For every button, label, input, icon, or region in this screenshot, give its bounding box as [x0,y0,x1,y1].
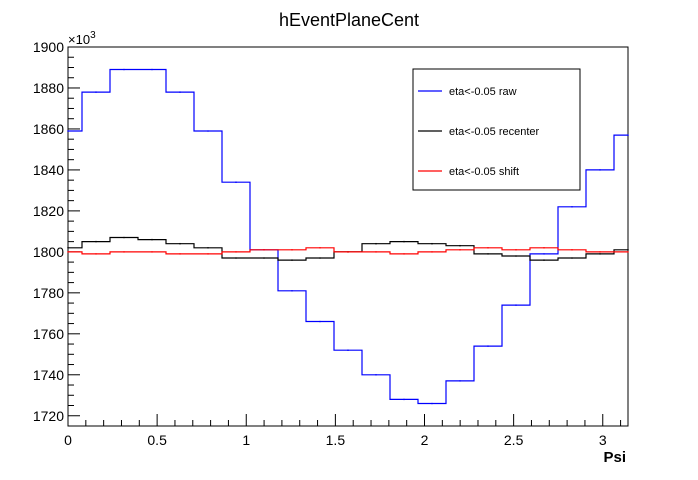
plot-frame [67,46,629,427]
data-point [235,257,237,259]
x-tick-label: 2 [421,432,429,448]
data-point [403,398,405,401]
series-line-1 [68,236,628,261]
data-point [543,259,545,261]
data-point [291,259,293,261]
y-tick-label: 1880 [33,80,64,96]
data-point [431,402,433,405]
data-point [515,249,517,251]
data-point [67,251,69,253]
data-point [179,253,181,255]
data-point [459,249,461,251]
data-point [151,238,153,241]
data-point [599,169,601,171]
data-point [627,249,629,251]
y-tick-label: 1860 [33,121,64,137]
x-tick-label: 3 [599,432,607,448]
data-point [263,257,265,259]
data-point [375,242,377,245]
y-tick-label: 1740 [33,367,64,383]
data-point [151,251,153,253]
y-tick-label: 1900 [33,39,64,55]
data-point [543,247,545,249]
legend: eta<-0.05 raw eta<-0.05 recenter eta<-0.… [412,68,581,191]
x-tick-label: 0 [64,432,72,448]
data-point [235,181,237,183]
data-point [235,251,237,253]
data-point [319,320,321,323]
data-point [179,91,181,93]
x-axis-label: Psi [603,449,626,466]
data-point [151,68,153,71]
x-tick-label: 1 [242,432,250,448]
data-point [599,253,601,255]
data-point [431,242,433,245]
y-multiplier-exponent: 3 [90,30,96,41]
data-point [291,290,293,292]
data-point [67,247,69,249]
y-axis-multiplier: ×103 [68,30,96,47]
x-tick-label: 2.5 [504,432,524,448]
data-point [487,253,489,255]
data-point [599,251,601,253]
y-tick-label: 1720 [33,408,64,424]
data-point [403,240,405,243]
data-point [347,349,349,352]
data-point [207,247,209,249]
data-point [459,380,461,382]
legend-label-shift: eta<-0.05 shift [449,166,519,178]
x-tick-label: 0.5 [147,432,167,448]
data-point [515,304,517,306]
data-point [291,249,293,251]
data-point [95,91,97,93]
data-point [123,251,125,253]
data-point [263,249,265,251]
data-point [571,249,573,251]
data-point [627,251,629,253]
data-point [375,374,377,376]
y-tick-label: 1820 [33,203,64,219]
data-point [319,247,321,249]
y-tick-label: 1780 [33,285,64,301]
data-point [515,255,517,257]
y-multiplier-base: ×10 [68,32,90,47]
data-point [543,253,545,255]
data-point [123,236,125,239]
data-point [487,247,489,249]
data-point [179,242,181,245]
data-point [459,244,461,247]
chart-title: hEventPlaneCent [279,10,419,30]
data-point [431,251,433,253]
data-point [95,253,97,255]
data-point [207,130,209,132]
data-point [571,257,573,259]
data-point [67,130,69,132]
y-tick-label: 1840 [33,162,64,178]
y-tick-label: 1760 [33,326,64,342]
data-point [347,251,349,253]
series-line-2 [68,247,628,255]
data-point [95,240,97,243]
data-point [319,257,321,259]
data-point [571,206,573,208]
x-tick-label: 1.5 [326,432,346,448]
data-point [403,253,405,255]
data-point [487,345,489,347]
legend-box [412,68,581,191]
data-point [123,68,125,71]
data-point [627,134,629,136]
legend-label-raw: eta<-0.05 raw [449,86,517,98]
data-point [207,253,209,255]
y-tick-label: 1800 [33,244,64,260]
legend-label-recenter: eta<-0.05 recenter [449,126,540,138]
data-point [375,251,377,253]
series-line-0 [68,68,628,405]
